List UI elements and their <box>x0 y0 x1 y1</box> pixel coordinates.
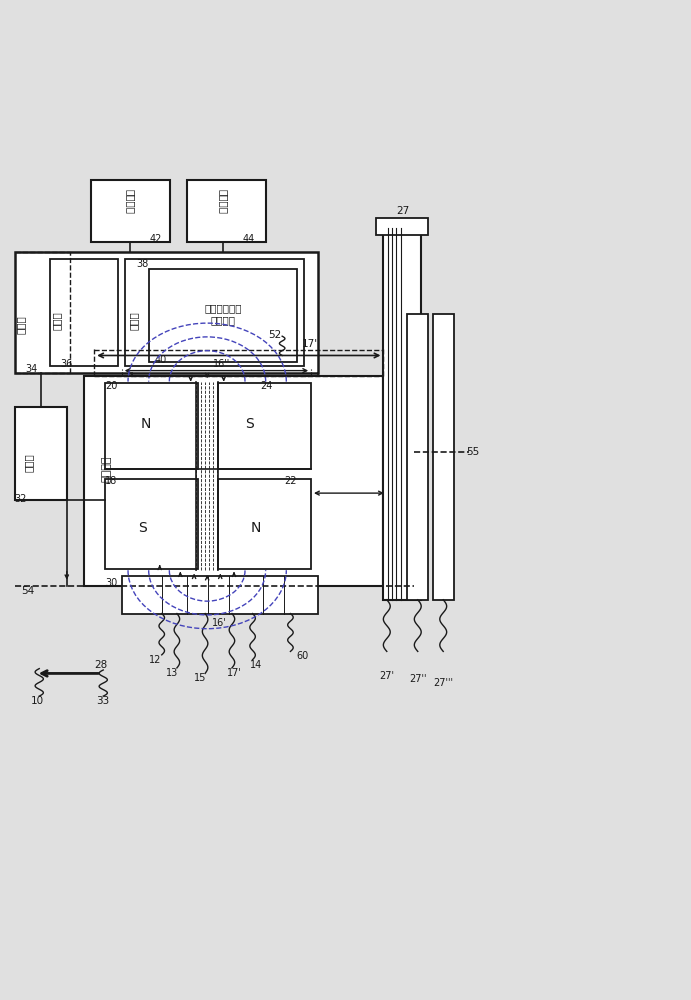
Text: 52: 52 <box>268 330 281 340</box>
FancyBboxPatch shape <box>433 314 453 600</box>
Text: 12: 12 <box>149 655 162 665</box>
FancyBboxPatch shape <box>91 180 170 242</box>
Text: S: S <box>138 521 147 535</box>
Text: 输入装置: 输入装置 <box>126 189 135 214</box>
FancyBboxPatch shape <box>408 314 428 600</box>
Text: 17'': 17'' <box>301 339 321 349</box>
FancyBboxPatch shape <box>377 218 428 235</box>
Text: 27: 27 <box>396 206 409 216</box>
Text: 18: 18 <box>106 476 117 486</box>
Text: 27'': 27'' <box>409 674 426 684</box>
Text: 36: 36 <box>60 359 72 369</box>
Text: 接合部分: 接合部分 <box>102 456 112 482</box>
Text: 34: 34 <box>26 364 38 374</box>
Text: 40: 40 <box>154 355 167 365</box>
Text: 42: 42 <box>150 234 162 244</box>
Text: 控制器: 控制器 <box>16 315 26 334</box>
Text: 32: 32 <box>15 494 27 504</box>
FancyBboxPatch shape <box>218 479 311 569</box>
FancyBboxPatch shape <box>15 252 318 373</box>
Text: 33: 33 <box>97 696 110 706</box>
Text: 13: 13 <box>166 668 178 678</box>
Text: 存储器: 存储器 <box>129 312 138 330</box>
Text: 54: 54 <box>21 586 34 596</box>
FancyBboxPatch shape <box>104 383 198 469</box>
Text: 22: 22 <box>284 476 296 486</box>
FancyBboxPatch shape <box>84 376 384 586</box>
Text: 16'': 16'' <box>213 359 230 369</box>
Text: 27''': 27''' <box>433 678 453 688</box>
Text: 20: 20 <box>105 381 117 391</box>
Text: S: S <box>245 417 254 431</box>
Text: 16': 16' <box>211 618 226 628</box>
Text: 55: 55 <box>466 447 479 457</box>
Text: 44: 44 <box>243 234 255 244</box>
FancyBboxPatch shape <box>384 228 422 600</box>
Text: 28: 28 <box>95 660 108 670</box>
Text: 38: 38 <box>136 259 149 269</box>
Text: 14: 14 <box>250 660 262 670</box>
FancyBboxPatch shape <box>187 180 266 242</box>
Text: 27': 27' <box>379 671 395 681</box>
Text: 输出装置: 输出装置 <box>218 189 228 214</box>
Text: 30: 30 <box>106 578 117 588</box>
FancyBboxPatch shape <box>104 479 198 569</box>
Text: 10: 10 <box>31 696 44 706</box>
Text: 60: 60 <box>296 651 309 661</box>
Text: 处理器: 处理器 <box>51 312 61 330</box>
FancyBboxPatch shape <box>218 383 311 469</box>
FancyBboxPatch shape <box>149 269 297 362</box>
Text: 磁耦合装置状
态控制器: 磁耦合装置状 态控制器 <box>205 303 242 325</box>
Text: 17': 17' <box>227 668 241 678</box>
FancyBboxPatch shape <box>15 407 67 500</box>
Text: N: N <box>251 521 261 535</box>
Text: 激动器: 激动器 <box>24 453 34 472</box>
Text: 15: 15 <box>194 673 207 683</box>
FancyBboxPatch shape <box>125 259 304 366</box>
Text: 24: 24 <box>261 381 272 391</box>
FancyBboxPatch shape <box>122 576 318 614</box>
Text: N: N <box>141 417 151 431</box>
FancyBboxPatch shape <box>50 259 118 366</box>
